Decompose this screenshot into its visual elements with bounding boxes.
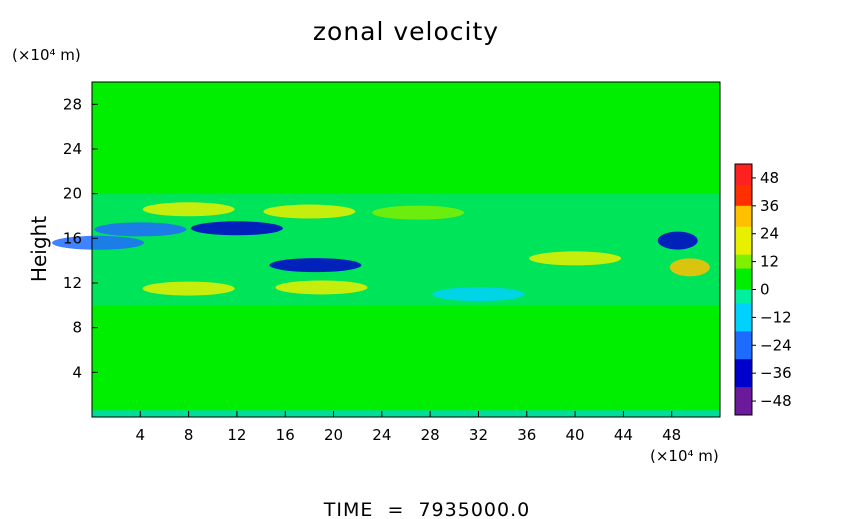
x-tick-label: 40 bbox=[566, 426, 585, 444]
colorbar-swatch bbox=[735, 373, 752, 381]
colorbar-swatch bbox=[735, 289, 752, 297]
x-axis-ticks: 4 8 12 16 20 24 28 32 36 40 44 48 bbox=[136, 411, 681, 444]
heatmap-cell bbox=[269, 258, 362, 273]
x-tick-label: 36 bbox=[517, 426, 536, 444]
x-tick-label: 20 bbox=[324, 426, 343, 444]
colorbar-swatch bbox=[735, 296, 752, 304]
x-tick-label: 16 bbox=[276, 426, 295, 444]
x-tick-label: 12 bbox=[227, 426, 246, 444]
colorbar-swatch bbox=[735, 380, 752, 388]
colorbar-swatch bbox=[735, 387, 752, 395]
colorbar-swatch bbox=[735, 261, 752, 270]
y-tick-label: 12 bbox=[63, 274, 82, 292]
y-axis-label: Height bbox=[27, 216, 51, 282]
heatmap-field bbox=[52, 193, 720, 417]
colorbar: 48 36 24 12 0 −12 −24 −36 −48 bbox=[734, 163, 792, 416]
heatmap-cell bbox=[275, 280, 368, 295]
colorbar-tick-label: 24 bbox=[760, 225, 779, 243]
y-tick-label: 16 bbox=[63, 229, 82, 247]
heatmap-cell bbox=[529, 251, 622, 266]
y-tick-label: 28 bbox=[63, 95, 82, 113]
y-unit-label: (×10⁴ m) bbox=[12, 46, 81, 64]
colorbar-swatch bbox=[735, 317, 752, 325]
surface-band bbox=[92, 410, 720, 417]
colorbar-swatch bbox=[735, 233, 752, 242]
colorbar-tick-label: −24 bbox=[760, 336, 792, 354]
x-unit-label: (×10⁴ m) bbox=[650, 447, 719, 465]
heatmap-cell bbox=[432, 287, 525, 302]
chart-title: zonal velocity bbox=[313, 17, 499, 46]
colorbar-swatch bbox=[735, 394, 752, 402]
colorbar-tick-label: −12 bbox=[760, 308, 792, 326]
x-tick-label: 44 bbox=[614, 426, 633, 444]
y-axis-ticks: 4 8 12 16 20 24 28 bbox=[63, 95, 98, 381]
x-tick-label: 24 bbox=[372, 426, 391, 444]
colorbar-swatch bbox=[735, 408, 752, 416]
colorbar-scale bbox=[735, 164, 752, 416]
colorbar-swatch bbox=[735, 198, 752, 207]
colorbar-swatch bbox=[735, 212, 752, 221]
colorbar-swatch bbox=[735, 310, 752, 318]
colorbar-swatch bbox=[735, 191, 752, 200]
heatmap-cell bbox=[372, 205, 465, 220]
x-tick-label: 48 bbox=[662, 426, 681, 444]
colorbar-swatch bbox=[735, 205, 752, 214]
colorbar-tick-label: −36 bbox=[760, 364, 792, 382]
colorbar-tick-label: 12 bbox=[760, 253, 779, 271]
heatmap-cell bbox=[94, 222, 187, 237]
colorbar-swatch bbox=[735, 219, 752, 228]
colorbar-swatch bbox=[735, 303, 752, 311]
heatmap-cell bbox=[142, 202, 235, 217]
x-tick-label: 8 bbox=[184, 426, 194, 444]
colorbar-swatch bbox=[735, 240, 752, 249]
colorbar-swatch bbox=[735, 352, 752, 360]
heatmap-cell bbox=[657, 231, 698, 250]
colorbar-swatch bbox=[735, 268, 752, 277]
colorbar-tick-label: 0 bbox=[760, 281, 770, 299]
colorbar-swatch bbox=[735, 366, 752, 374]
x-tick-label: 4 bbox=[136, 426, 146, 444]
x-tick-label: 28 bbox=[421, 426, 440, 444]
y-tick-label: 8 bbox=[72, 319, 82, 337]
colorbar-swatch bbox=[735, 401, 752, 409]
colorbar-ticks: 48 36 24 12 0 −12 −24 −36 −48 bbox=[752, 169, 792, 410]
colorbar-tick-label: 36 bbox=[760, 197, 779, 215]
colorbar-swatch bbox=[735, 324, 752, 332]
heatmap-cell bbox=[669, 258, 710, 277]
y-tick-label: 24 bbox=[63, 140, 82, 158]
colorbar-swatch bbox=[735, 254, 752, 263]
colorbar-swatch bbox=[735, 177, 752, 186]
colorbar-swatch bbox=[735, 164, 752, 172]
colorbar-swatch bbox=[735, 345, 752, 353]
plot-frame bbox=[91, 81, 721, 418]
heatmap-background bbox=[92, 82, 720, 417]
colorbar-swatch bbox=[735, 282, 752, 290]
colorbar-swatch bbox=[735, 359, 752, 367]
time-footer: TIME = 7935000.0 bbox=[323, 499, 530, 519]
heatmap-cell bbox=[142, 281, 235, 296]
heatmap-cell bbox=[263, 204, 356, 219]
plot-area bbox=[52, 81, 721, 418]
y-tick-label: 4 bbox=[72, 363, 82, 381]
colorbar-swatch bbox=[735, 170, 752, 179]
colorbar-swatch bbox=[735, 331, 752, 339]
y-tick-label: 20 bbox=[63, 185, 82, 203]
heatmap-cell bbox=[190, 221, 283, 236]
colorbar-swatch bbox=[735, 226, 752, 235]
colorbar-swatch bbox=[735, 338, 752, 346]
colorbar-swatch bbox=[735, 247, 752, 256]
colorbar-tick-label: −48 bbox=[760, 392, 792, 410]
x-tick-label: 32 bbox=[469, 426, 488, 444]
colorbar-swatch bbox=[735, 184, 752, 193]
colorbar-swatch bbox=[735, 275, 752, 284]
colorbar-tick-label: 48 bbox=[760, 169, 779, 187]
heatmap-cell bbox=[52, 235, 145, 250]
